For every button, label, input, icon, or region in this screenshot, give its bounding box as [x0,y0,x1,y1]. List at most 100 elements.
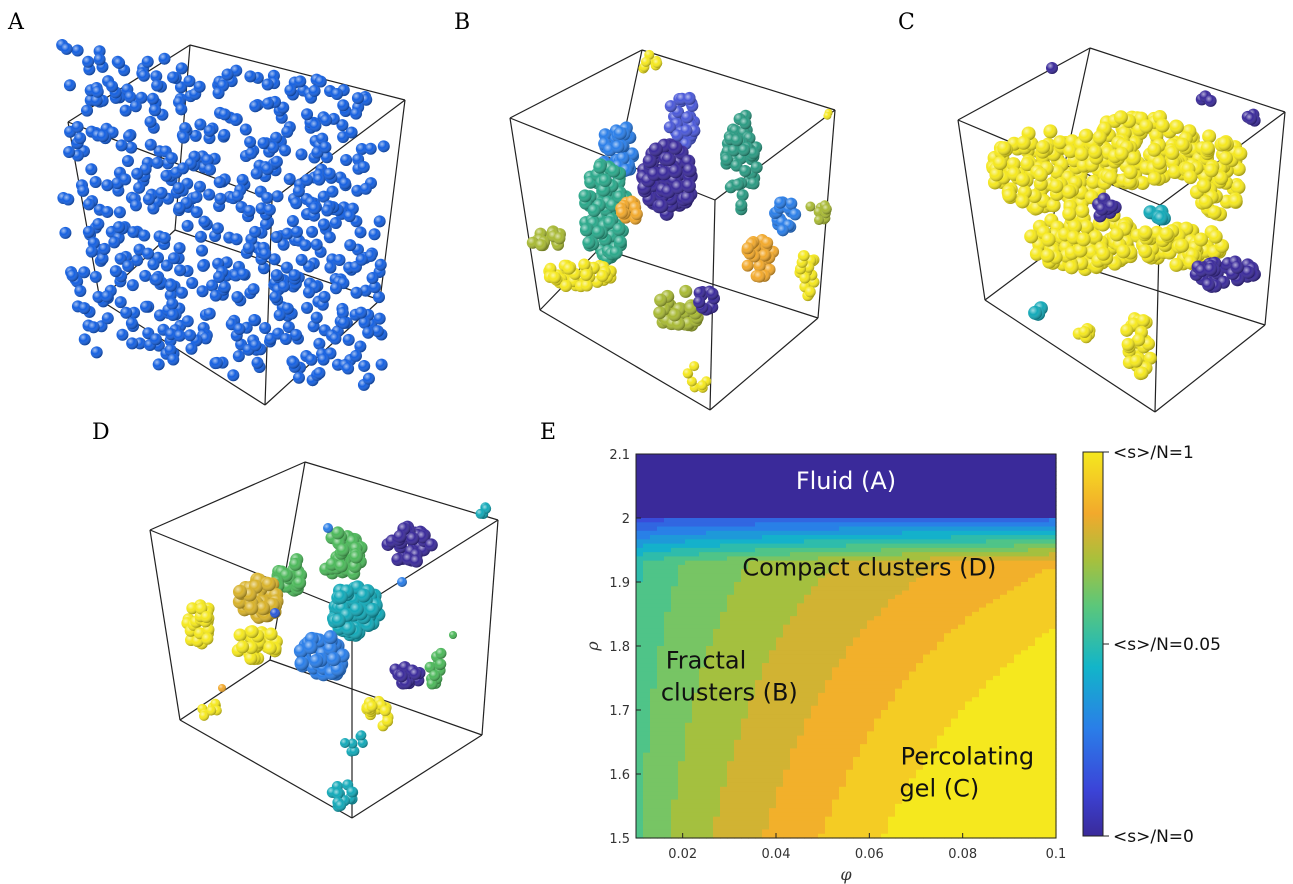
heatmap-cell [657,505,665,511]
heatmap-cell [643,808,651,813]
heatmap-cell [671,637,679,643]
heatmap-cell [650,483,658,489]
heatmap-cell [643,705,651,711]
heatmap-cell [643,697,651,703]
heatmap-cell [671,552,679,557]
panel-label-a: A [8,10,24,35]
heatmap-cell [664,594,672,600]
heatmap-cell [678,607,686,613]
heatmap-cell [643,825,651,831]
heatmap-cell [636,688,644,694]
heatmap-cell [678,744,686,749]
heatmap-cell [664,782,672,788]
heatmap-cell [643,791,651,796]
heatmap-cell [657,616,665,621]
heatmap-cell [671,607,679,613]
heatmap-cell [657,569,665,575]
heatmap-cell [657,778,665,784]
heatmap-cell [636,816,644,822]
heatmap-cell [664,488,672,493]
heatmap-cell [657,782,665,788]
heatmap-cell [678,496,686,502]
heatmap-cell [636,462,644,468]
heatmap-cell [636,825,644,831]
heatmap-cell [650,714,658,720]
heatmap-cell [678,513,686,519]
particle-shade [249,100,262,113]
heatmap-cell [657,573,665,579]
heatmap-cell [636,697,644,703]
heatmap-cell [657,539,665,545]
heatmap-cell [636,637,644,643]
heatmap-cell [657,820,665,826]
heatmap-cell [678,458,686,464]
panel-label-e: E [540,420,557,445]
particle-shade [368,281,381,294]
heatmap-cell [657,752,665,758]
heatmap-cell [636,710,644,715]
heatmap-cell [657,722,665,728]
heatmap-cell [650,671,658,677]
heatmap-cell [678,560,686,566]
heatmap-cell [650,820,658,826]
heatmap-cell [636,803,644,809]
heatmap-cell [671,543,679,549]
heatmap-cell [671,808,679,813]
heatmap-cell [650,731,658,737]
heatmap-cell [650,675,658,681]
heatmap-cell [657,748,665,754]
heatmap-cell [678,539,686,545]
heatmap-cell [657,808,665,813]
heatmap-cell [657,466,665,472]
heatmap-cell [636,722,644,728]
heatmap-cell [650,573,658,579]
heatmap-cell [671,718,679,724]
heatmap-cell [636,774,644,779]
heatmap-cell [671,782,679,788]
heatmap-cell [657,564,665,570]
heatmap-cell [657,829,665,835]
heatmap-cell [650,535,658,540]
heatmap-cell [650,513,658,519]
heatmap-cell [650,739,658,745]
heatmap-cell [664,829,672,835]
heatmap-cell [636,658,644,664]
heatmap-cell [678,556,686,562]
heatmap-cell [678,727,686,732]
heatmap-cell [643,756,651,762]
heatmap-cell [678,492,686,498]
heatmap-cell [636,680,644,685]
heatmap-cell [657,825,665,831]
heatmap-cell [643,616,651,621]
heatmap-cell [664,599,672,604]
heatmap-cell [643,569,651,575]
heatmap-cell [650,564,658,570]
heatmap-cell [643,607,651,613]
particle-shade [160,169,173,182]
heatmap-cell [636,735,644,741]
heatmap-cell [636,761,644,767]
heatmap-cell [636,684,644,690]
heatmap-cell [650,650,658,656]
heatmap-cell [657,812,665,818]
heatmap-cell [643,624,651,630]
heatmap-cell [643,675,651,681]
heatmap-cell [650,526,658,532]
heatmap-cell [636,599,644,604]
heatmap-cell [643,684,651,690]
heatmap-cell [650,590,658,596]
heatmap-cell [678,535,686,540]
heatmap-cell [657,714,665,720]
heatmap-cell [643,731,651,737]
heatmap-cell [678,552,686,557]
heatmap-cell [657,650,665,656]
heatmap-cell [643,479,651,485]
heatmap-cell [664,530,672,536]
heatmap-cell [671,564,679,570]
heatmap-cell [650,624,658,630]
heatmap-cell [671,492,679,498]
heatmap-cell [664,761,672,767]
heatmap-cell [664,812,672,818]
heatmap-cell [657,594,665,600]
heatmap-cell [650,454,658,459]
